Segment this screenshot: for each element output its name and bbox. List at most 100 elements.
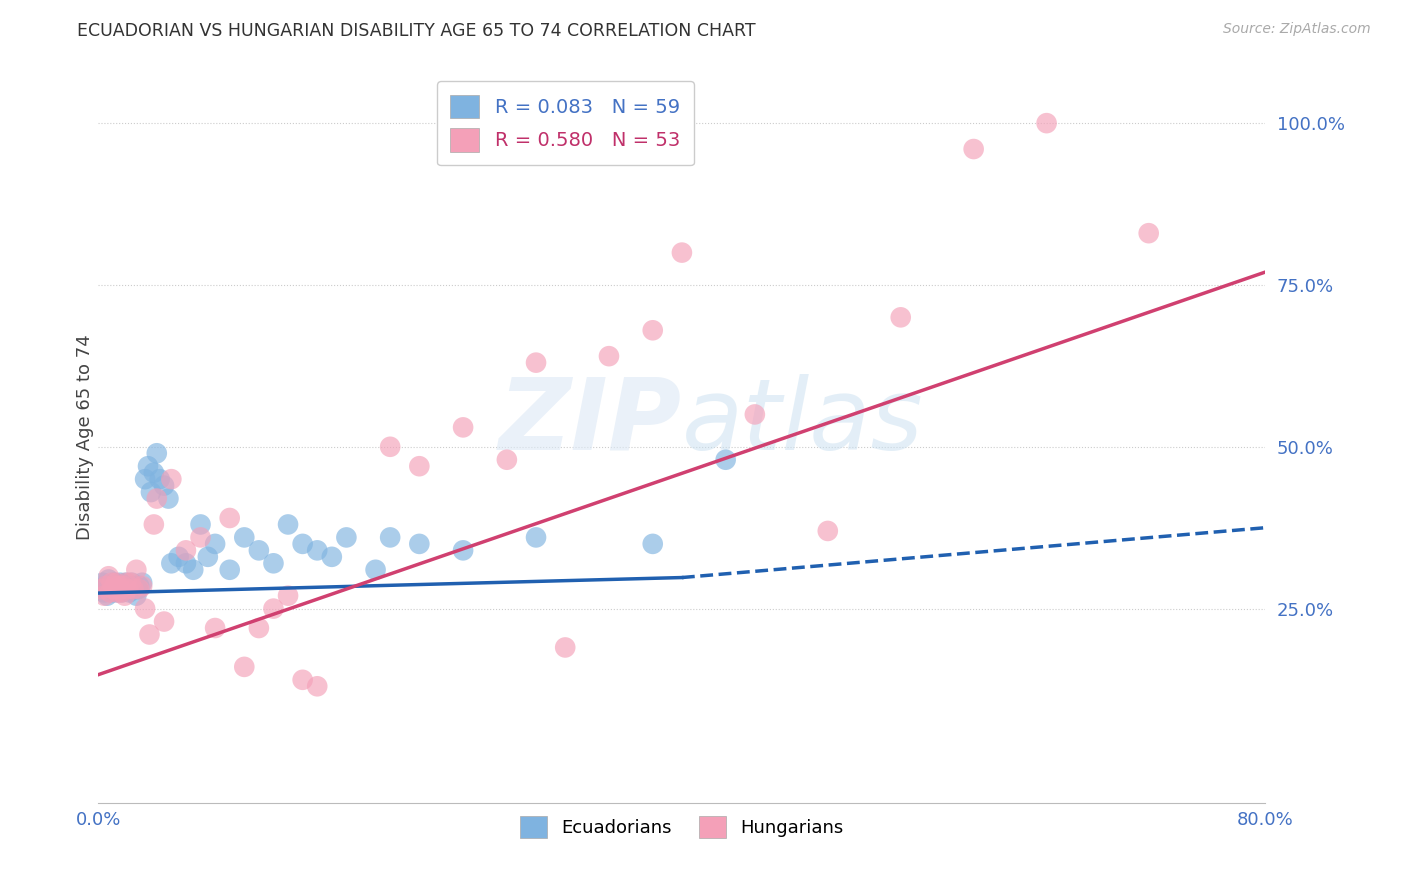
Point bbox=[104, 575, 127, 590]
Point bbox=[90, 582, 112, 597]
Point bbox=[291, 673, 314, 687]
Point bbox=[98, 585, 121, 599]
Point bbox=[408, 537, 430, 551]
Point bbox=[112, 579, 135, 593]
Point bbox=[160, 472, 183, 486]
Point bbox=[134, 601, 156, 615]
Point bbox=[641, 537, 664, 551]
Point bbox=[100, 585, 122, 599]
Point bbox=[122, 582, 145, 597]
Point bbox=[174, 557, 197, 571]
Point bbox=[554, 640, 576, 655]
Y-axis label: Disability Age 65 to 74: Disability Age 65 to 74 bbox=[76, 334, 94, 540]
Point bbox=[131, 575, 153, 590]
Point bbox=[97, 573, 120, 587]
Point bbox=[291, 537, 314, 551]
Point bbox=[128, 579, 150, 593]
Point bbox=[744, 408, 766, 422]
Point bbox=[112, 582, 135, 597]
Point bbox=[110, 582, 132, 597]
Point bbox=[149, 472, 172, 486]
Point bbox=[93, 589, 115, 603]
Point bbox=[380, 530, 402, 544]
Point bbox=[118, 585, 141, 599]
Point bbox=[105, 585, 128, 599]
Text: ECUADORIAN VS HUNGARIAN DISABILITY AGE 65 TO 74 CORRELATION CHART: ECUADORIAN VS HUNGARIAN DISABILITY AGE 6… bbox=[77, 22, 756, 40]
Point bbox=[111, 585, 134, 599]
Point bbox=[190, 530, 212, 544]
Point bbox=[114, 589, 136, 603]
Point bbox=[1035, 116, 1057, 130]
Point bbox=[321, 549, 343, 564]
Point bbox=[335, 530, 357, 544]
Point bbox=[160, 557, 183, 571]
Point bbox=[103, 579, 125, 593]
Point bbox=[307, 679, 329, 693]
Point bbox=[218, 563, 240, 577]
Point bbox=[817, 524, 839, 538]
Point bbox=[94, 579, 117, 593]
Point bbox=[671, 245, 693, 260]
Point bbox=[125, 563, 148, 577]
Point bbox=[101, 582, 124, 597]
Point bbox=[167, 549, 190, 564]
Point bbox=[131, 579, 153, 593]
Point bbox=[115, 575, 138, 590]
Point bbox=[114, 579, 136, 593]
Point bbox=[524, 356, 547, 370]
Point bbox=[139, 485, 162, 500]
Point bbox=[233, 530, 256, 544]
Point bbox=[451, 543, 474, 558]
Point bbox=[1137, 226, 1160, 240]
Point bbox=[136, 459, 159, 474]
Point bbox=[204, 621, 226, 635]
Point bbox=[108, 579, 131, 593]
Point bbox=[96, 589, 118, 603]
Point bbox=[105, 585, 128, 599]
Point bbox=[408, 459, 430, 474]
Point bbox=[127, 582, 149, 597]
Point bbox=[146, 446, 169, 460]
Point bbox=[100, 575, 122, 590]
Point bbox=[364, 563, 387, 577]
Point bbox=[122, 582, 145, 597]
Point bbox=[98, 582, 121, 597]
Point bbox=[124, 579, 146, 593]
Point bbox=[247, 543, 270, 558]
Point bbox=[641, 323, 664, 337]
Point bbox=[233, 660, 256, 674]
Point bbox=[153, 478, 176, 492]
Point bbox=[277, 517, 299, 532]
Point bbox=[120, 575, 142, 590]
Point bbox=[117, 582, 139, 597]
Legend: Ecuadorians, Hungarians: Ecuadorians, Hungarians bbox=[513, 808, 851, 845]
Point bbox=[714, 452, 737, 467]
Point bbox=[138, 627, 160, 641]
Point bbox=[142, 517, 165, 532]
Point bbox=[103, 575, 125, 590]
Point bbox=[262, 601, 284, 615]
Point bbox=[247, 621, 270, 635]
Point bbox=[890, 310, 912, 325]
Text: Source: ZipAtlas.com: Source: ZipAtlas.com bbox=[1223, 22, 1371, 37]
Point bbox=[157, 491, 180, 506]
Text: atlas: atlas bbox=[682, 374, 924, 471]
Point bbox=[380, 440, 402, 454]
Point bbox=[91, 575, 114, 590]
Point bbox=[128, 582, 150, 597]
Point bbox=[277, 589, 299, 603]
Point bbox=[121, 575, 143, 590]
Point bbox=[524, 530, 547, 544]
Point bbox=[101, 579, 124, 593]
Point bbox=[218, 511, 240, 525]
Point bbox=[146, 491, 169, 506]
Point bbox=[190, 517, 212, 532]
Point bbox=[181, 563, 204, 577]
Point bbox=[962, 142, 984, 156]
Point bbox=[262, 557, 284, 571]
Point bbox=[142, 466, 165, 480]
Point bbox=[125, 589, 148, 603]
Point bbox=[307, 543, 329, 558]
Point bbox=[204, 537, 226, 551]
Text: ZIP: ZIP bbox=[499, 374, 682, 471]
